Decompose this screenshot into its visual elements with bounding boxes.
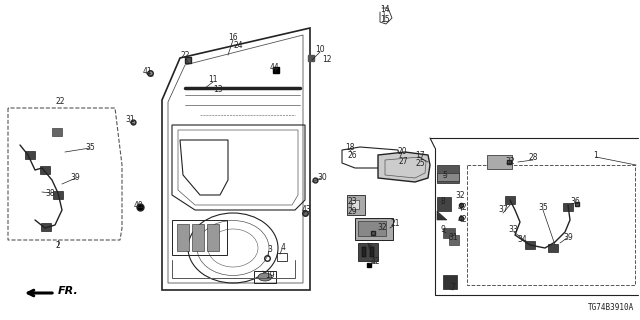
Text: 17: 17 [415, 150, 425, 159]
Text: 38: 38 [45, 188, 55, 197]
Bar [525, 241, 535, 249]
Bar [563, 203, 573, 211]
Bar [362, 247, 366, 257]
Text: 26: 26 [347, 150, 357, 159]
Bar [358, 221, 386, 236]
Bar [40, 166, 50, 174]
Text: 28: 28 [528, 154, 538, 163]
Text: 42: 42 [370, 258, 380, 267]
Text: 8: 8 [440, 197, 445, 206]
Text: 10: 10 [315, 45, 325, 54]
Text: 39: 39 [70, 173, 80, 182]
Text: 32: 32 [505, 157, 515, 166]
Bar [177, 224, 189, 251]
Polygon shape [437, 211, 447, 220]
Bar [351, 200, 359, 209]
Bar [41, 223, 51, 231]
Bar [467, 165, 635, 285]
Text: 40: 40 [133, 201, 143, 210]
Text: 16: 16 [228, 34, 238, 43]
Bar [347, 195, 365, 215]
Text: 27: 27 [398, 157, 408, 166]
Text: 29: 29 [347, 207, 357, 217]
Bar [254, 271, 276, 283]
Polygon shape [378, 152, 430, 182]
Bar [437, 173, 459, 181]
Text: 6: 6 [367, 243, 372, 252]
Text: 36: 36 [570, 197, 580, 206]
Text: 20: 20 [397, 148, 407, 156]
Text: 34: 34 [517, 236, 527, 244]
Text: 33: 33 [508, 226, 518, 235]
Text: 41: 41 [142, 68, 152, 76]
Text: 7: 7 [451, 283, 456, 292]
Text: 18: 18 [345, 143, 355, 153]
Bar [443, 275, 457, 289]
Bar [437, 165, 459, 183]
Text: 2: 2 [56, 241, 60, 250]
Text: 35: 35 [538, 204, 548, 212]
Text: 13: 13 [213, 85, 223, 94]
Bar [548, 244, 558, 252]
Text: 30: 30 [317, 173, 327, 182]
Bar [355, 218, 393, 240]
Text: 14: 14 [380, 5, 390, 14]
Text: 9: 9 [440, 226, 445, 235]
Ellipse shape [258, 273, 272, 281]
Text: 11: 11 [208, 76, 218, 84]
Text: 31: 31 [125, 116, 135, 124]
Text: 42: 42 [457, 204, 467, 212]
Bar [449, 235, 459, 245]
Text: 3: 3 [268, 245, 273, 254]
Bar [277, 253, 287, 261]
Bar [192, 224, 204, 251]
Bar [505, 196, 515, 204]
Bar [487, 155, 512, 169]
Text: FR.: FR. [58, 286, 79, 296]
Text: 31: 31 [448, 234, 458, 243]
Text: 22: 22 [180, 51, 189, 60]
Text: 19: 19 [265, 270, 275, 279]
Text: 32: 32 [455, 190, 465, 199]
Bar [207, 224, 219, 251]
Bar [370, 247, 374, 257]
Text: 24: 24 [233, 41, 243, 50]
Text: 21: 21 [390, 220, 400, 228]
Text: 39: 39 [563, 234, 573, 243]
Text: 37: 37 [498, 205, 508, 214]
Text: 22: 22 [55, 98, 65, 107]
Text: 42: 42 [457, 215, 467, 225]
Text: 12: 12 [323, 55, 332, 65]
Bar [25, 151, 35, 159]
Text: 44: 44 [270, 63, 280, 73]
Bar [53, 191, 63, 199]
Text: 43: 43 [301, 205, 311, 214]
Bar [172, 220, 227, 255]
Text: 25: 25 [415, 158, 425, 167]
Bar [437, 197, 451, 211]
Text: TG74B3910A: TG74B3910A [588, 303, 634, 312]
Bar [52, 128, 62, 136]
Bar [443, 228, 455, 238]
Text: 5: 5 [443, 171, 447, 180]
Text: 23: 23 [347, 197, 357, 206]
Text: 35: 35 [85, 143, 95, 153]
Bar [358, 243, 378, 261]
Text: 15: 15 [380, 15, 390, 25]
Text: 1: 1 [594, 150, 598, 159]
Text: 32: 32 [377, 223, 387, 233]
Text: 4: 4 [280, 244, 285, 252]
